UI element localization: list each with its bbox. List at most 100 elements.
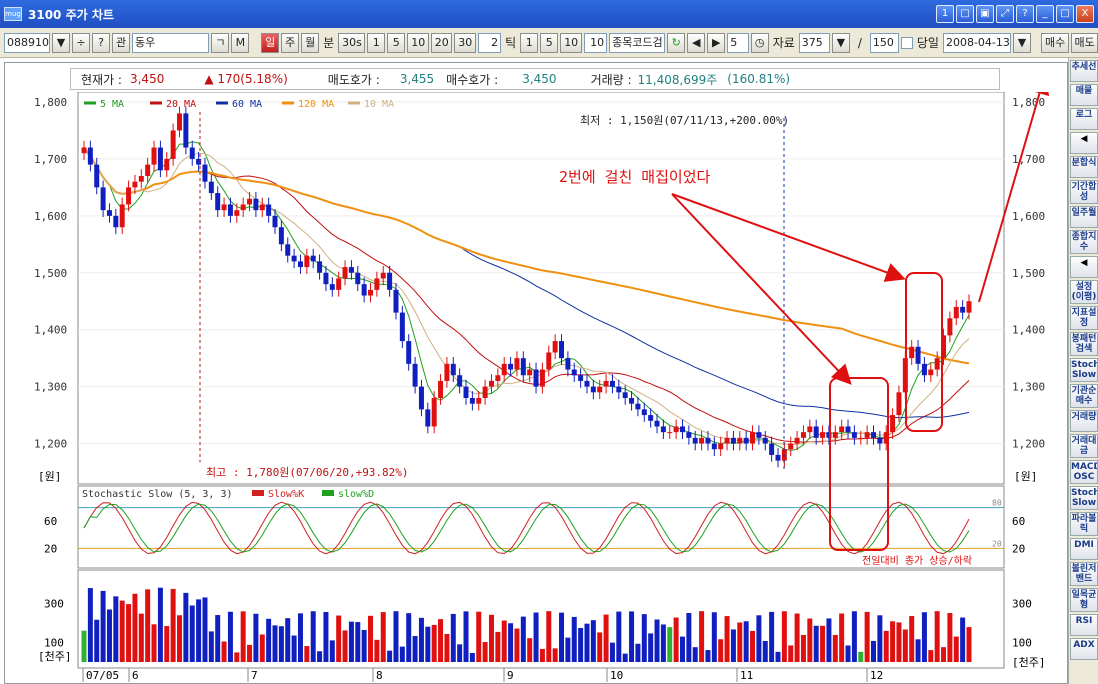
data-count-dropdown[interactable]: ▼ [831, 32, 850, 53]
sidebar-item-19[interactable]: DMI [1070, 538, 1098, 560]
clock-icon[interactable]: ◷ [750, 32, 769, 53]
candle-body [629, 398, 635, 404]
minute-10[interactable]: 10 [407, 32, 429, 53]
minimize-button[interactable]: _ [1036, 5, 1054, 23]
candle-body [839, 426, 845, 433]
watchlist-button[interactable]: 관 [112, 32, 130, 53]
candle-body [641, 409, 647, 416]
minute-5[interactable]: 5 [387, 32, 406, 53]
sell-button[interactable]: 매도 [1070, 32, 1098, 53]
sidebar-item-22[interactable]: RSI [1070, 614, 1098, 636]
window-btn-2[interactable]: □ [956, 5, 974, 23]
volume-bar [590, 620, 596, 662]
sidebar-item-7[interactable]: 종합지수 [1070, 230, 1098, 254]
sidebar-item-9[interactable]: 설정(이평) [1070, 280, 1098, 304]
y-tick-left: 1,200 [34, 438, 67, 451]
volume-bar [145, 589, 151, 662]
sidebar-item-15[interactable]: 거래대금 [1070, 434, 1098, 458]
volume-bar [533, 612, 539, 662]
volume-bar [113, 596, 119, 662]
sidebar-item-1[interactable]: 매물 [1070, 84, 1098, 106]
sidebar-item-10[interactable]: 지표설정 [1070, 306, 1098, 330]
volume-bar [431, 624, 437, 662]
stock-code-dropdown[interactable]: ▼ [52, 32, 70, 53]
sidebar-item-12[interactable]: Stoch Slow [1070, 358, 1098, 382]
candle-body [348, 267, 354, 273]
candle-body [355, 272, 361, 285]
stock-code-spin[interactable]: ÷ [72, 32, 90, 53]
volume-bar [323, 611, 329, 662]
sidebar-item-23[interactable]: ADX [1070, 638, 1098, 660]
sidebar-item-14[interactable]: 거래량 [1070, 410, 1098, 432]
close-button[interactable]: X [1076, 5, 1094, 23]
x-axis-label: 10 [610, 669, 623, 682]
date-dropdown[interactable]: ▼ [1012, 32, 1031, 53]
sidebar-item-8[interactable]: ◀ [1070, 256, 1098, 278]
data-count-select[interactable]: 375 [798, 32, 830, 53]
tab-daily[interactable]: 일 [261, 32, 280, 53]
sidebar-item-20[interactable]: 볼린저밴드 [1070, 562, 1098, 586]
count-input[interactable]: 5 [727, 32, 749, 53]
sidebar-item-18[interactable]: 파라볼릭 [1070, 512, 1098, 536]
name-search-button[interactable]: ㄱ [211, 32, 230, 53]
window-btn-4[interactable]: ⤢ [996, 5, 1014, 23]
sidebar-item-6[interactable]: 일주월 [1070, 206, 1098, 228]
minute-1[interactable]: 1 [367, 32, 386, 53]
vol-unit-right: [천주] [1012, 655, 1046, 669]
today-checkbox[interactable] [901, 36, 913, 49]
sidebar-item-17[interactable]: Stoch Slow [1070, 486, 1098, 510]
volume-bar [941, 647, 947, 662]
candle-body [310, 255, 316, 262]
help-button[interactable]: ? [1016, 5, 1034, 23]
stock-chart[interactable]: Stochastic Slow (5, 3, 3) Slow%K slow%D 80 2… [4, 92, 1068, 682]
window-btn-3[interactable]: ▣ [976, 5, 994, 23]
tick-10[interactable]: 10 [560, 32, 582, 53]
minute-30[interactable]: 30 [454, 32, 476, 53]
candle-body [247, 198, 253, 205]
tick-input[interactable]: 10 [583, 32, 608, 53]
candle-body [126, 187, 132, 205]
refresh-icon[interactable]: ↻ [667, 32, 686, 53]
sidebar-item-13[interactable]: 기관순매수 [1070, 384, 1098, 408]
volume-bar [177, 615, 183, 662]
current-price-label: 현재가 : [81, 72, 122, 87]
window-btn-1[interactable]: 1 [936, 5, 954, 23]
minute-input[interactable]: 2 [477, 32, 502, 53]
name-m-button[interactable]: M [231, 32, 250, 53]
candle-body [227, 204, 233, 216]
sidebar-item-3[interactable]: ◀ [1070, 132, 1098, 154]
today-label: 당일 [916, 36, 939, 50]
y-tick-right: 1,300 [1012, 381, 1045, 394]
volume-bar [119, 600, 125, 662]
stock-code-input[interactable]: 088910 [4, 32, 50, 53]
sidebar-item-0[interactable]: 추세선 [1070, 60, 1098, 82]
candle-body [559, 341, 565, 359]
sidebar-item-5[interactable]: 기간합성 [1070, 180, 1098, 204]
sidebar-item-16[interactable]: MACD OSC [1070, 460, 1098, 484]
buy-button[interactable]: 매수 [1040, 32, 1069, 53]
maximize-button[interactable]: □ [1056, 5, 1074, 23]
sidebar-item-21[interactable]: 일목균형 [1070, 588, 1098, 612]
sidebar-item-2[interactable]: 로그 [1070, 108, 1098, 130]
code-search-field[interactable]: 종목코드검 [609, 32, 666, 53]
tab-weekly[interactable]: 주 [281, 32, 300, 53]
date-input[interactable]: 2008-04-13 [942, 32, 1011, 53]
sidebar-item-11[interactable]: 봉패턴검색 [1070, 332, 1098, 356]
minute-30s[interactable]: 30s [338, 32, 366, 53]
ma-line-120 [83, 146, 970, 365]
tab-monthly[interactable]: 월 [301, 32, 320, 53]
volume-bar [705, 650, 711, 662]
minute-20[interactable]: 20 [430, 32, 453, 53]
next-arrow-icon[interactable]: ▶ [707, 32, 726, 53]
stock-code-help[interactable]: ? [92, 32, 110, 53]
candle-body [412, 363, 418, 387]
view-count-input[interactable]: 150 [869, 32, 900, 53]
tick-1[interactable]: 1 [520, 32, 539, 53]
sidebar-item-4[interactable]: 분합식 [1070, 156, 1098, 178]
prev-arrow-icon[interactable]: ◀ [687, 32, 706, 53]
candle-body [342, 267, 348, 279]
volume-bar [629, 611, 635, 662]
stock-name-field[interactable]: 동우 [132, 32, 210, 53]
tick-5[interactable]: 5 [540, 32, 559, 53]
volume-bar [361, 629, 367, 662]
